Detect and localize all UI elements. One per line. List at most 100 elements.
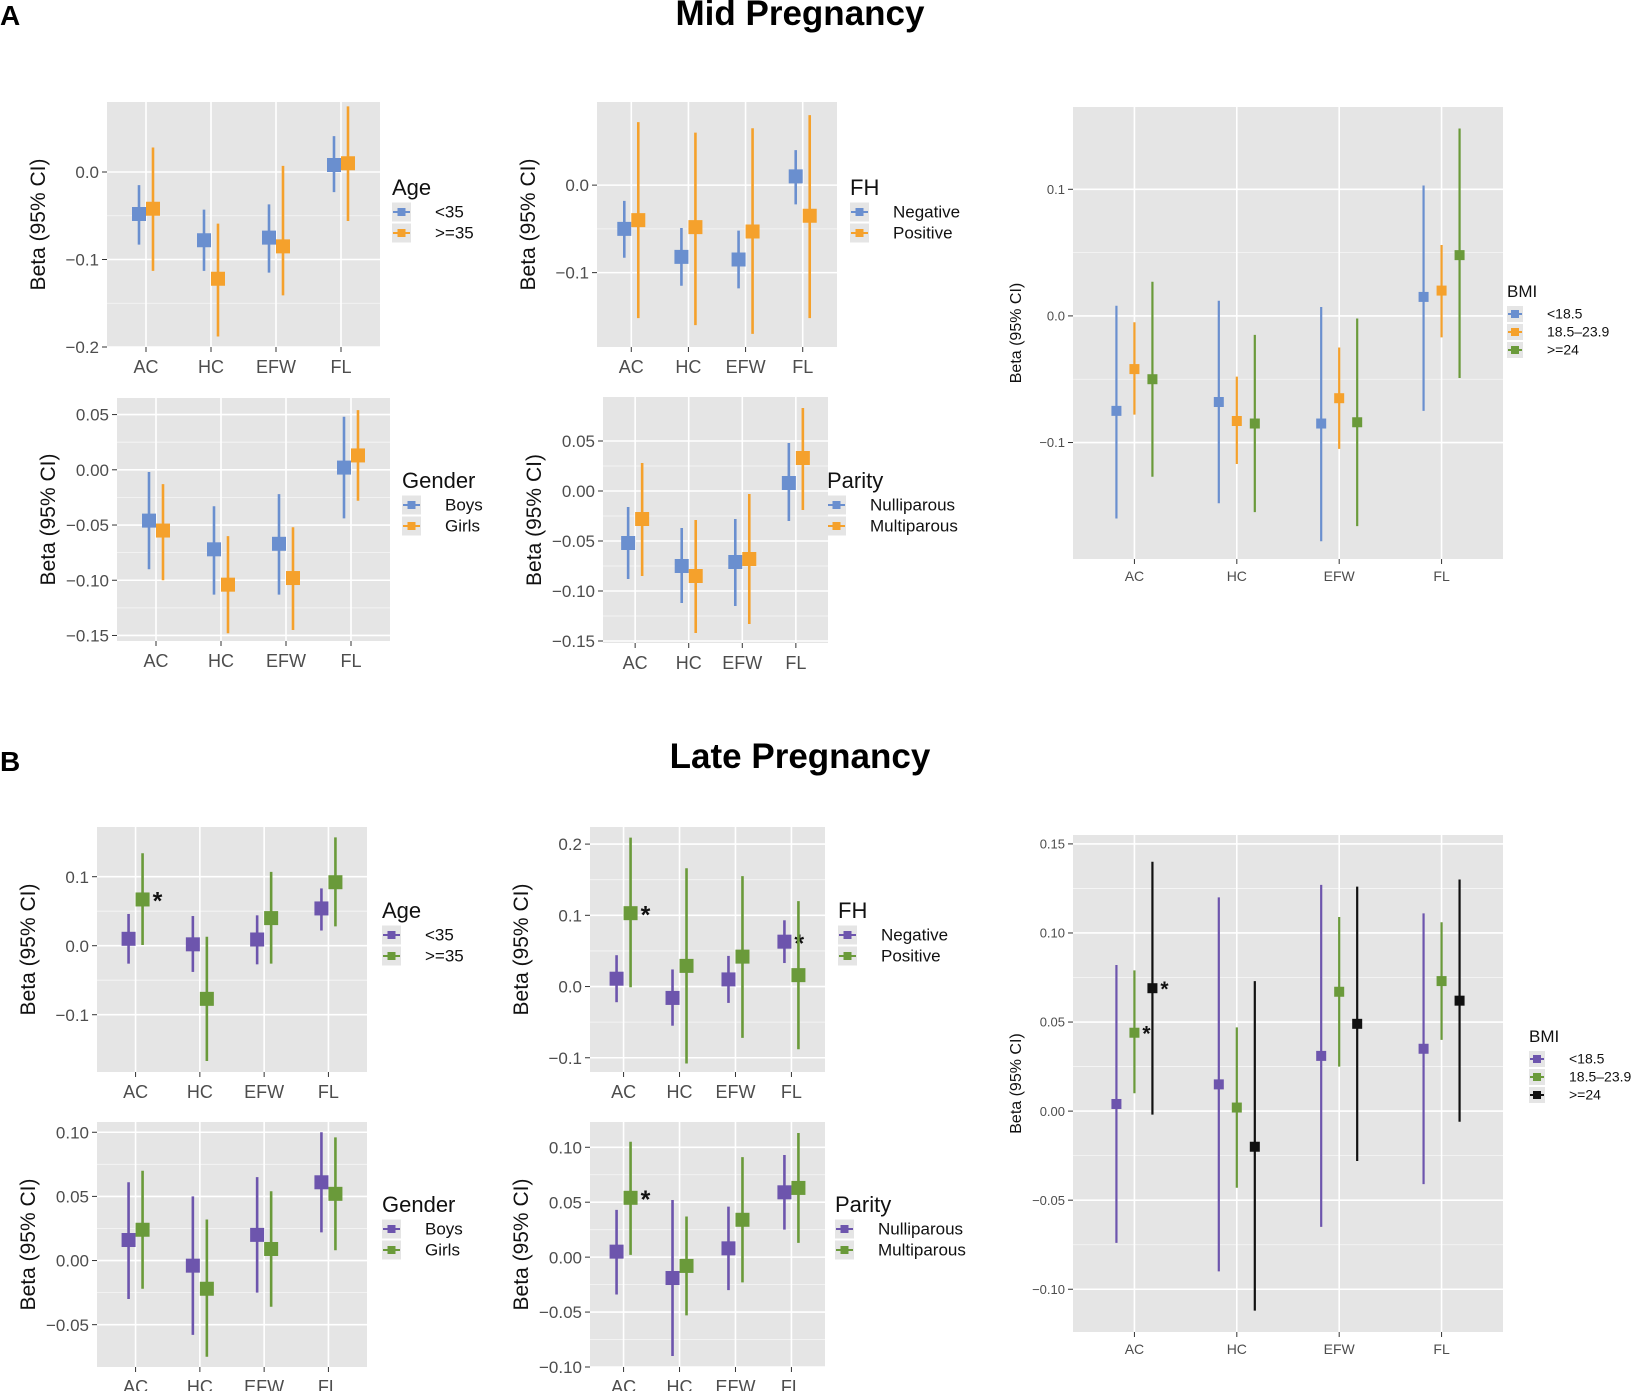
chart-mid-gender: −0.15 −0.10 −0.05 0.00 0.05 AC HC EFW FL Beta (95… — [37, 398, 483, 671]
legend-key-marker — [397, 208, 406, 216]
legend-label: Negative — [893, 202, 960, 221]
point-marker — [121, 931, 136, 946]
point-marker — [1213, 1079, 1224, 1090]
chart-mid-bmi: −0.1 0.0 0.1 AC HC EFW FL Beta (95% CI) BMI <18.5… — [1008, 107, 1609, 584]
significance-star: * — [1142, 1023, 1151, 1046]
point-marker — [1418, 291, 1429, 302]
panel-b-letter: B — [0, 746, 21, 777]
point-marker — [351, 448, 365, 463]
x-tick-label: FL — [1433, 568, 1450, 584]
legend-key-marker — [832, 501, 841, 509]
y-tick-label: 0.1 — [1047, 182, 1065, 197]
point-marker — [1454, 250, 1465, 261]
point-marker — [1316, 1050, 1327, 1061]
legend-label: 18.5–23.9 — [1569, 1068, 1631, 1084]
y-tick-label: −0.1 — [555, 264, 589, 283]
y-axis-title: Beta (95% CI) — [510, 884, 533, 1016]
y-tick-label: −0.1 — [65, 251, 99, 270]
y-tick-label: 0.0 — [75, 163, 99, 182]
point-marker — [185, 1258, 200, 1273]
x-tick-label: FL — [340, 651, 361, 671]
point-marker — [264, 911, 279, 926]
y-tick-label: −0.10 — [539, 1358, 582, 1377]
y-tick-label: 0.05 — [1040, 1015, 1065, 1030]
legend-label: <35 — [435, 202, 464, 221]
legend-title: FH — [850, 175, 879, 200]
y-tick-label: −0.10 — [66, 571, 109, 590]
significance-star: * — [641, 901, 651, 929]
point-marker — [286, 571, 300, 586]
point-marker — [1231, 1102, 1242, 1113]
point-marker — [1454, 995, 1465, 1006]
point-marker — [802, 208, 817, 223]
x-tick-label: HC — [667, 1082, 693, 1102]
y-axis-title: Beta (95% CI) — [523, 454, 546, 586]
x-tick-label: EFW — [266, 651, 306, 671]
point-marker — [791, 968, 806, 983]
legend-label: Boys — [445, 495, 483, 514]
x-tick-label: EFW — [722, 653, 762, 673]
point-marker — [665, 990, 680, 1005]
point-marker — [721, 1241, 736, 1256]
y-axis-title: Beta (95% CI) — [517, 159, 540, 291]
point-marker — [679, 958, 694, 973]
plot-panel — [117, 398, 390, 641]
legend-key-marker — [840, 1225, 849, 1233]
point-marker — [679, 1258, 694, 1273]
point-marker — [1231, 415, 1242, 426]
point-marker — [135, 892, 150, 907]
legend-label: Negative — [881, 925, 948, 944]
y-tick-label: −0.05 — [552, 532, 595, 551]
legend-label: <35 — [425, 925, 454, 944]
x-tick-label: EFW — [244, 1377, 284, 1391]
legend-key-marker — [840, 1246, 849, 1254]
plot-panel — [590, 1122, 825, 1367]
point-marker — [156, 523, 170, 538]
chart-late-parity: −0.10 −0.05 0.00 0.05 0.10 AC HC EFW FL Beta (95%… — [510, 1122, 966, 1391]
point-marker — [795, 451, 810, 465]
y-tick-label: 0.05 — [562, 432, 595, 451]
x-tick-label: HC — [1227, 568, 1247, 584]
point-marker — [328, 875, 343, 890]
significance-star: * — [153, 888, 163, 916]
x-tick-label: AC — [1125, 1341, 1144, 1357]
point-marker — [1316, 418, 1327, 429]
point-marker — [146, 201, 160, 216]
y-axis-title: Beta (95% CI) — [1008, 1033, 1025, 1133]
point-marker — [1249, 418, 1260, 429]
legend-key-marker — [832, 522, 841, 530]
point-marker — [688, 569, 703, 583]
panel-a-letter: A — [0, 0, 21, 31]
legend-title: FH — [838, 898, 867, 923]
legend-key-marker — [1511, 346, 1519, 354]
legend-key-marker — [1533, 1073, 1541, 1081]
x-tick-label: HC — [187, 1377, 213, 1391]
chart-mid-parity: −0.15 −0.10 −0.05 0.00 0.05 AC HC EFW FL Beta (95… — [523, 397, 958, 673]
point-marker — [328, 1186, 343, 1201]
point-marker — [621, 536, 636, 550]
chart-late-bmi: −0.10 −0.05 0.00 0.05 0.10 0.15 AC HC EFW FL Beta … — [1008, 835, 1631, 1357]
legend-key-marker — [397, 229, 406, 237]
point-marker — [314, 1175, 329, 1190]
x-tick-label: HC — [1227, 1341, 1247, 1357]
y-tick-label: −0.10 — [1032, 1282, 1065, 1297]
point-marker — [262, 230, 276, 245]
x-tick-label: AC — [611, 1377, 636, 1391]
point-marker — [735, 1212, 750, 1227]
y-tick-label: 0.0 — [558, 978, 582, 997]
y-tick-label: −0.15 — [66, 627, 109, 646]
x-tick-label: AC — [143, 651, 168, 671]
y-tick-label: −0.05 — [1032, 1193, 1065, 1208]
y-tick-label: 0.0 — [1047, 309, 1065, 324]
point-marker — [674, 559, 689, 573]
point-marker — [745, 224, 760, 239]
significance-star: * — [641, 1186, 651, 1214]
y-tick-label: 0.00 — [76, 461, 109, 480]
y-axis-title: Beta (95% CI) — [17, 1179, 40, 1311]
point-marker — [199, 1281, 214, 1296]
legend-label: >=35 — [425, 946, 464, 965]
y-tick-label: 0.10 — [1040, 926, 1065, 941]
x-tick-label: FL — [318, 1082, 339, 1102]
legend-label: >=24 — [1547, 341, 1579, 357]
